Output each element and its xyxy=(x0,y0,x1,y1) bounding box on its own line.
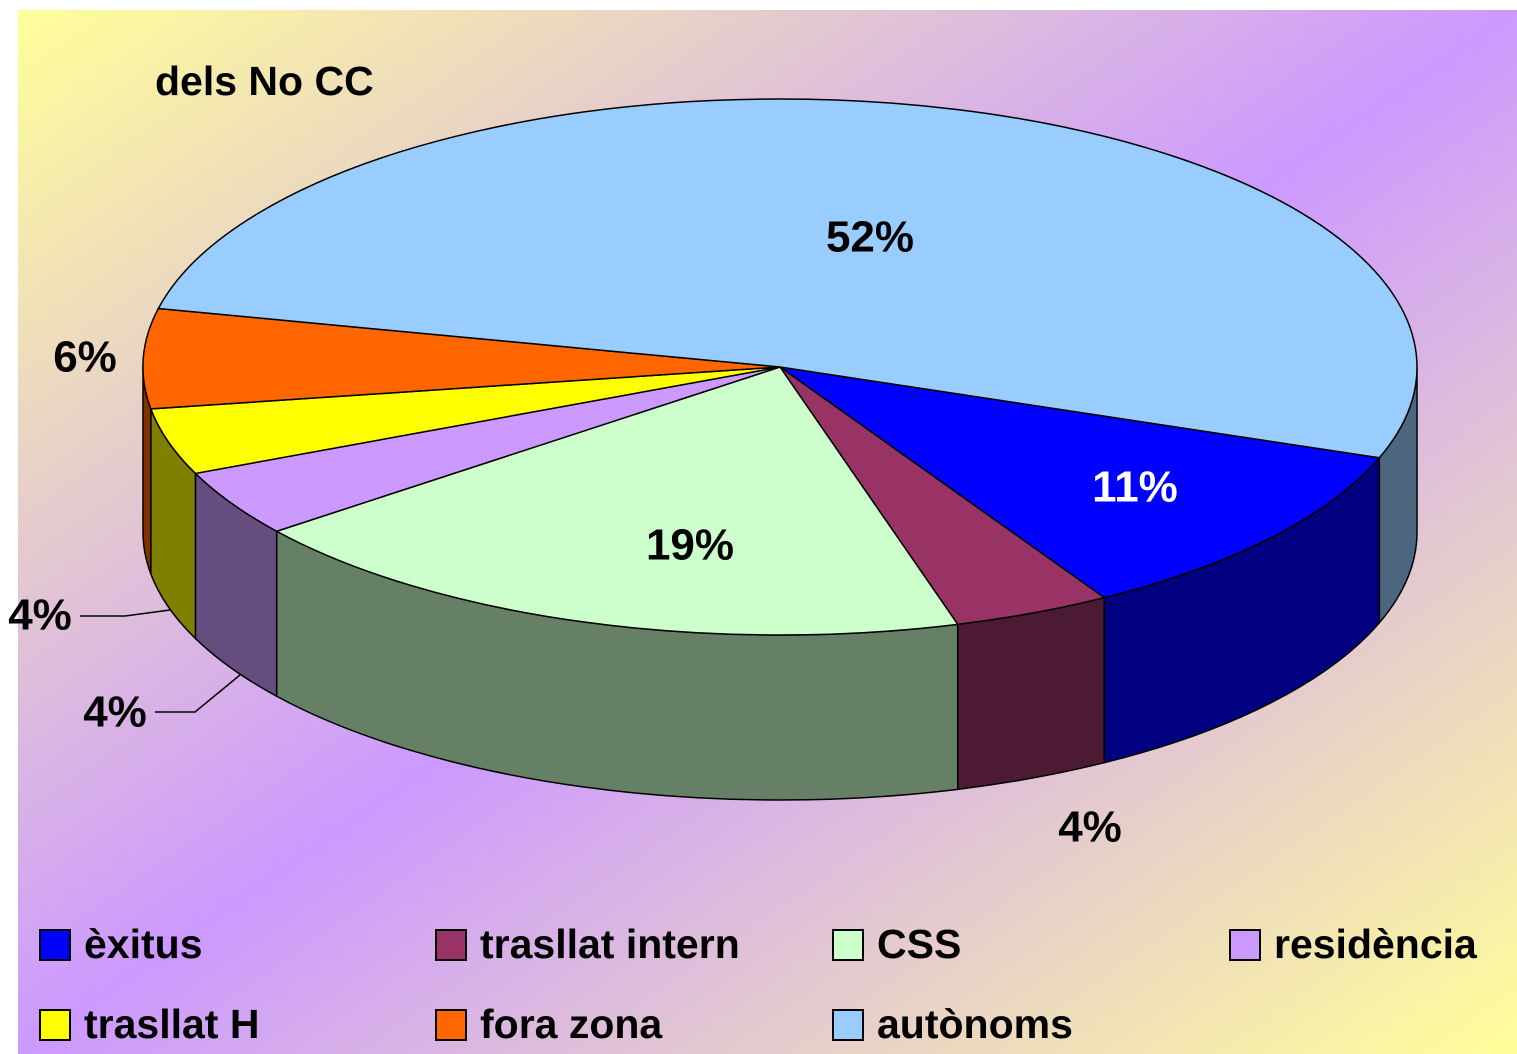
legend-swatch xyxy=(832,1009,864,1041)
data-label: 6% xyxy=(53,333,117,382)
legend-swatch xyxy=(435,1009,467,1041)
data-label: 19% xyxy=(646,521,734,570)
legend-label: trasllat H xyxy=(84,1001,259,1047)
chart-title: dels No CC xyxy=(155,58,374,104)
legend-swatch xyxy=(435,929,467,961)
legend-label: residència xyxy=(1274,921,1478,967)
legend-label: fora zona xyxy=(480,1001,663,1047)
legend-swatch xyxy=(832,929,864,961)
data-label: 4% xyxy=(83,688,147,737)
data-label: 52% xyxy=(826,213,914,262)
pie-side xyxy=(956,596,1106,791)
legend-label: trasllat intern xyxy=(480,921,740,967)
data-label: 4% xyxy=(8,591,72,640)
data-label: 11% xyxy=(1092,463,1178,512)
legend-label: CSS xyxy=(877,921,961,967)
pie-slice xyxy=(779,366,1381,599)
legend-swatch xyxy=(1229,929,1261,961)
legend-label: autònoms xyxy=(877,1001,1073,1047)
leader-line xyxy=(155,674,241,713)
leader-line xyxy=(80,609,171,617)
data-label: 4% xyxy=(1058,803,1122,852)
legend-swatch xyxy=(39,929,71,961)
pie-sides xyxy=(142,366,1418,801)
pie-slice xyxy=(157,98,1418,459)
pie-slice xyxy=(142,307,781,410)
pie-slice xyxy=(274,366,960,636)
legend-label: èxitus xyxy=(84,921,203,967)
legend-swatch xyxy=(39,1009,71,1041)
pie-tops xyxy=(142,98,1418,636)
